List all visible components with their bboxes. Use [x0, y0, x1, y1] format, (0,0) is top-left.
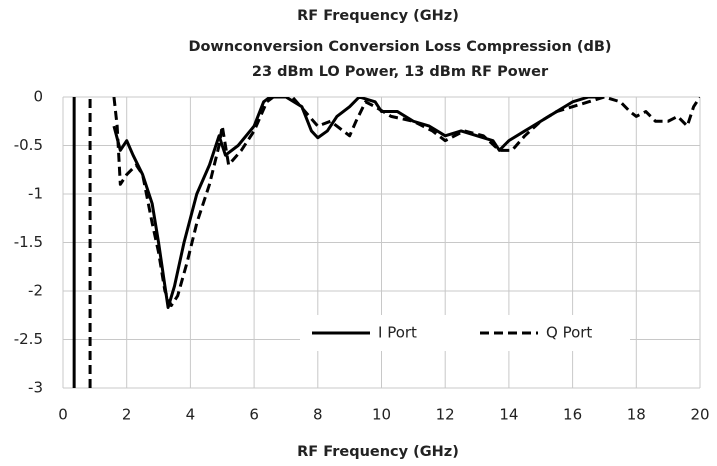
x-tick-label: 6: [249, 406, 259, 424]
chart-title: Downconversion Conversion Loss Compressi…: [188, 39, 611, 55]
y-tick-label: 0: [33, 88, 43, 106]
y-tick-label: -1.5: [14, 233, 43, 251]
x-tick-label: 8: [313, 406, 323, 424]
x-tick-label: 2: [122, 406, 132, 424]
x-tick-label: 20: [690, 406, 709, 424]
legend-label: Q Port: [546, 324, 592, 342]
x-tick-label: 16: [563, 406, 582, 424]
top-label: RF Frequency (GHz): [297, 8, 459, 24]
tick-labels: 0 -0.5 -1 -1.5 -2 -2.5 -3 0 2 4 6 8 10 12 14 16 18 20: [14, 88, 710, 424]
chart-subtitle: 23 dBm LO Power, 13 dBm RF Power: [252, 64, 549, 80]
x-tick-label: 14: [499, 406, 518, 424]
x-axis-label: RF Frequency (GHz): [297, 444, 459, 460]
legend: I Port Q Port: [300, 315, 630, 351]
x-tick-label: 10: [372, 406, 391, 424]
series-line: [88, 97, 700, 388]
plot-area: [72, 97, 700, 388]
y-tick-label: -0.5: [14, 136, 43, 154]
x-tick-label: 4: [186, 406, 196, 424]
y-tick-label: -1: [28, 185, 43, 203]
x-tick-label: 0: [58, 406, 68, 424]
y-tick-label: -3: [28, 379, 43, 397]
legend-label: I Port: [378, 324, 417, 342]
x-tick-label: 12: [436, 406, 455, 424]
y-tick-label: -2.5: [14, 330, 43, 348]
y-tick-label: -2: [28, 282, 43, 300]
x-tick-label: 18: [627, 406, 646, 424]
